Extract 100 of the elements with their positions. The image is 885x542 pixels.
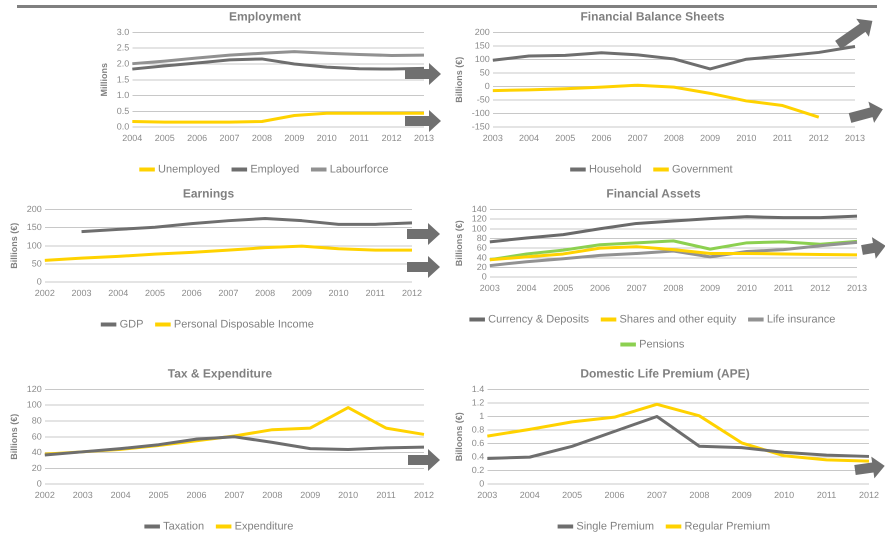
x-tick-label: 2008: [689, 490, 710, 500]
y-tick-label: 0.8: [472, 424, 484, 435]
y-tick-label: 0: [36, 276, 42, 287]
x-tick-label: 2005: [553, 283, 574, 294]
x-tick-label: 2004: [520, 490, 540, 500]
x-tick-label: 2013: [414, 133, 434, 144]
x-tick-label: 2012: [382, 133, 402, 144]
chart-title: Domestic Life Premium (APE): [580, 366, 750, 381]
x-tick-label: 2002: [34, 288, 55, 298]
x-tick-label: 2012: [402, 288, 422, 298]
x-tick-label: 2009: [284, 133, 304, 144]
y-axis-title: Billions (€): [8, 414, 19, 460]
y-axis-title: Billions (€): [454, 56, 464, 103]
x-tick-label: 2007: [646, 490, 667, 500]
y-tick-label: 1.5: [116, 74, 130, 84]
y-tick-label: 140: [472, 204, 487, 214]
x-tick-label: 2003: [72, 490, 93, 500]
x-tick-label: 2013: [846, 283, 868, 294]
x-tick-label: 2012: [808, 133, 829, 144]
y-tick-label: 0.0: [116, 122, 130, 132]
x-tick-label: 2004: [519, 133, 540, 144]
legend-label: GDP: [120, 318, 144, 331]
x-tick-label: 2003: [480, 283, 500, 294]
x-tick-label: 2003: [477, 490, 498, 500]
y-tick-label: 0.6: [472, 438, 484, 448]
legend-label: Unemployed: [158, 164, 220, 176]
x-tick-label: 2009: [700, 283, 720, 294]
y-tick-label: 60: [32, 431, 42, 442]
x-tick-label: 2007: [224, 490, 244, 500]
x-tick-label: 2006: [182, 288, 202, 298]
y-axis-title: Billions (€): [454, 220, 464, 266]
x-tick-label: 2010: [338, 490, 358, 500]
y-tick-label: 120: [472, 214, 487, 224]
x-tick-label: 2005: [144, 288, 165, 298]
y-tick-label: 40: [32, 447, 42, 458]
x-tick-label: 2008: [255, 288, 276, 298]
legend-label: Taxation: [163, 520, 204, 533]
x-tick-label: 2005: [562, 490, 582, 500]
y-tick-label: 100: [26, 400, 42, 410]
x-tick-label: 2007: [218, 288, 238, 298]
y-tick-label: 150: [26, 222, 42, 232]
x-tick-label: 2003: [72, 288, 92, 298]
legend-label: Shares and other equity: [620, 314, 737, 326]
y-tick-label: 2.5: [116, 42, 130, 53]
x-tick-label: 2011: [366, 288, 385, 298]
y-tick-label: 3.0: [116, 26, 130, 37]
x-tick-label: 2005: [154, 133, 175, 144]
y-tick-label: 1: [479, 410, 484, 421]
chart-title: Financial Assets: [606, 186, 701, 201]
y-tick-label: 0: [36, 478, 42, 489]
legend-label: Pensions: [639, 338, 685, 351]
legend-label: Regular Premium: [684, 520, 770, 533]
x-tick-label: 2011: [376, 490, 396, 500]
x-tick-label: 2012: [414, 490, 434, 500]
legend-label: Personal Disposable Income: [174, 318, 314, 331]
x-tick-label: 2006: [187, 133, 208, 144]
x-tick-label: 2010: [736, 133, 756, 144]
x-tick-label: 2005: [148, 490, 169, 500]
y-tick-label: 120: [26, 384, 42, 394]
y-tick-label: 40: [476, 252, 487, 262]
y-tick-label: 20: [476, 262, 487, 272]
x-tick-label: 2008: [262, 490, 282, 500]
legend-label: Single Premium: [576, 520, 654, 533]
x-tick-label: 2003: [482, 133, 503, 144]
y-tick-label: 0.4: [472, 452, 484, 462]
legend-label: Employed: [250, 164, 300, 176]
x-tick-label: 2009: [300, 490, 320, 500]
y-tick-label: 100: [474, 54, 490, 64]
x-tick-label: 2006: [591, 133, 612, 144]
y-tick-label: -100: [472, 108, 490, 118]
y-tick-label: 100: [472, 223, 487, 234]
x-tick-label: 2010: [316, 133, 337, 144]
y-tick-label: 60: [476, 242, 487, 253]
x-tick-label: 2004: [516, 283, 537, 294]
y-tick-label: 2.0: [116, 58, 130, 68]
y-tick-label: 1.4: [472, 384, 484, 394]
y-tick-label: 200: [26, 204, 42, 214]
y-tick-label: 50: [32, 258, 42, 268]
y-axis-title: Millions: [98, 63, 109, 97]
y-tick-label: 200: [474, 26, 490, 37]
y-tick-label: -50: [476, 94, 490, 105]
y-tick-label: 0: [482, 272, 487, 282]
x-tick-label: 2004: [110, 490, 131, 500]
x-tick-label: 2007: [626, 283, 647, 294]
y-tick-label: 1.2: [472, 397, 484, 408]
y-tick-label: 80: [32, 415, 42, 426]
x-tick-label: 2011: [772, 133, 792, 144]
y-tick-label: 20: [32, 462, 42, 473]
y-tick-label: 0: [484, 81, 490, 92]
chart-title: Employment: [228, 10, 302, 24]
x-tick-label: 2011: [816, 490, 836, 500]
x-tick-label: 2006: [186, 490, 206, 500]
x-tick-label: 2008: [664, 133, 684, 144]
x-tick-label: 2004: [108, 288, 128, 298]
x-tick-label: 2010: [774, 490, 794, 500]
x-tick-label: 2010: [736, 283, 757, 294]
x-tick-label: 2007: [628, 133, 648, 144]
y-tick-label: 50: [480, 68, 490, 78]
y-tick-label: 80: [476, 232, 487, 243]
x-tick-label: 2012: [810, 283, 830, 294]
